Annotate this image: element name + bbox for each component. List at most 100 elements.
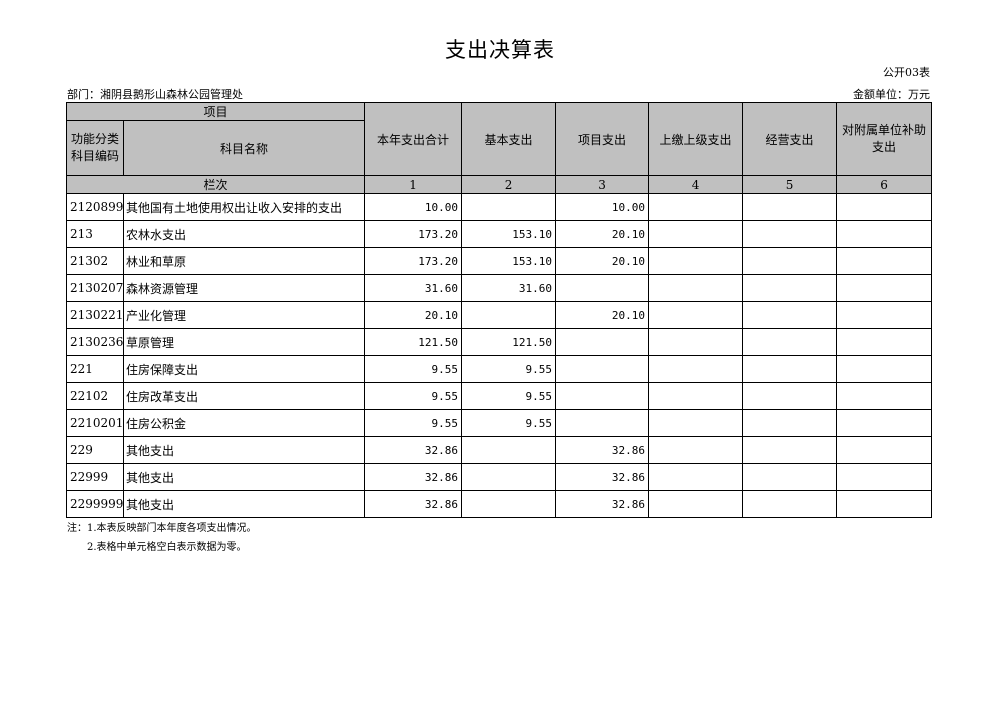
note: 注：1.本表反映部门本年度各项支出情况。 <box>67 523 257 534</box>
name-cell: 住房改革支出 <box>122 382 366 410</box>
value-cell <box>648 490 744 518</box>
value-cell <box>648 436 744 464</box>
table-row: 229 其他支出 32.86 32.86 <box>66 436 933 464</box>
header-col: 对附属单位补助支出 <box>836 102 933 176</box>
value-cell <box>461 463 557 491</box>
code-cell: 2120899 <box>66 193 124 221</box>
value-cell: 20.10 <box>555 301 650 329</box>
header-col: 项目支出 <box>555 102 650 176</box>
value-cell: 32.86 <box>555 463 650 491</box>
name-cell: 其他国有土地使用权出让收入安排的支出 <box>122 193 366 221</box>
table-row: 21302 林业和草原 173.20 153.10 20.10 <box>66 247 933 275</box>
code-cell: 221 <box>66 355 124 383</box>
index-cell: 2 <box>461 175 557 194</box>
value-cell <box>555 409 650 437</box>
value-cell <box>555 382 650 410</box>
table-row: 22999 其他支出 32.86 32.86 <box>66 463 933 491</box>
header-name: 科目名称 <box>122 120 366 176</box>
name-cell: 农林水支出 <box>122 220 366 248</box>
header-col: 基本支出 <box>461 102 557 176</box>
value-cell <box>836 382 933 410</box>
value-cell <box>742 220 838 248</box>
value-cell <box>836 328 933 356</box>
note: 2.表格中单元格空白表示数据为零。 <box>87 542 247 553</box>
value-cell <box>461 301 557 329</box>
value-cell: 32.86 <box>555 436 650 464</box>
code-cell: 2130221 <box>66 301 124 329</box>
code-cell: 2210201 <box>66 409 124 437</box>
name-cell: 草原管理 <box>122 328 366 356</box>
index-cell: 1 <box>364 175 463 194</box>
value-cell <box>742 247 838 275</box>
value-cell: 32.86 <box>364 463 463 491</box>
name-cell: 住房保障支出 <box>122 355 366 383</box>
value-cell <box>461 436 557 464</box>
value-cell: 10.00 <box>555 193 650 221</box>
department-label: 部门：湘阴县鹅形山森林公园管理处 <box>67 88 243 101</box>
value-cell <box>648 247 744 275</box>
value-cell: 20.10 <box>555 247 650 275</box>
value-cell: 9.55 <box>364 355 463 383</box>
value-cell <box>742 409 838 437</box>
header-col: 上缴上级支出 <box>648 102 744 176</box>
name-cell: 其他支出 <box>122 436 366 464</box>
value-cell: 32.86 <box>555 490 650 518</box>
value-cell: 9.55 <box>461 355 557 383</box>
value-cell: 153.10 <box>461 247 557 275</box>
table-row: 22102 住房改革支出 9.55 9.55 <box>66 382 933 410</box>
value-cell <box>742 193 838 221</box>
value-cell: 173.20 <box>364 220 463 248</box>
value-cell <box>648 463 744 491</box>
value-cell <box>648 193 744 221</box>
code-cell: 2130207 <box>66 274 124 302</box>
value-cell <box>461 193 557 221</box>
value-cell <box>836 274 933 302</box>
value-cell <box>836 490 933 518</box>
value-cell <box>836 301 933 329</box>
value-cell: 10.00 <box>364 193 463 221</box>
value-cell <box>555 328 650 356</box>
value-cell <box>836 436 933 464</box>
table-row: 213 农林水支出 173.20 153.10 20.10 <box>66 220 933 248</box>
value-cell <box>836 463 933 491</box>
value-cell <box>742 301 838 329</box>
name-cell: 其他支出 <box>122 490 366 518</box>
code-cell: 2130236 <box>66 328 124 356</box>
code-cell: 22102 <box>66 382 124 410</box>
value-cell <box>742 382 838 410</box>
notes: 注：1.本表反映部门本年度各项支出情况。 2.表格中单元格空白表示数据为零。 <box>67 519 257 557</box>
value-cell <box>461 490 557 518</box>
value-cell <box>836 247 933 275</box>
table-row: 2130236 草原管理 121.50 121.50 <box>66 328 933 356</box>
value-cell <box>742 328 838 356</box>
name-cell: 森林资源管理 <box>122 274 366 302</box>
code-cell: 229 <box>66 436 124 464</box>
header-col: 本年支出合计 <box>364 102 463 176</box>
value-cell: 173.20 <box>364 247 463 275</box>
value-cell <box>648 409 744 437</box>
name-cell: 产业化管理 <box>122 301 366 329</box>
value-cell <box>648 382 744 410</box>
value-cell: 31.60 <box>364 274 463 302</box>
value-cell <box>648 301 744 329</box>
value-cell: 9.55 <box>461 382 557 410</box>
value-cell <box>836 193 933 221</box>
value-cell <box>648 220 744 248</box>
name-cell: 住房公积金 <box>122 409 366 437</box>
code-cell: 21302 <box>66 247 124 275</box>
value-cell: 9.55 <box>364 409 463 437</box>
value-cell <box>648 274 744 302</box>
value-cell <box>742 436 838 464</box>
index-cell: 4 <box>648 175 744 194</box>
table-row: 221 住房保障支出 9.55 9.55 <box>66 355 933 383</box>
value-cell <box>742 490 838 518</box>
value-cell: 121.50 <box>364 328 463 356</box>
index-cell: 5 <box>742 175 838 194</box>
value-cell <box>836 220 933 248</box>
table-row: 2210201 住房公积金 9.55 9.55 <box>66 409 933 437</box>
value-cell: 121.50 <box>461 328 557 356</box>
code-cell: 22999 <box>66 463 124 491</box>
form-number: 公开03表 <box>883 66 930 79</box>
index-cell: 3 <box>555 175 650 194</box>
value-cell: 32.86 <box>364 490 463 518</box>
